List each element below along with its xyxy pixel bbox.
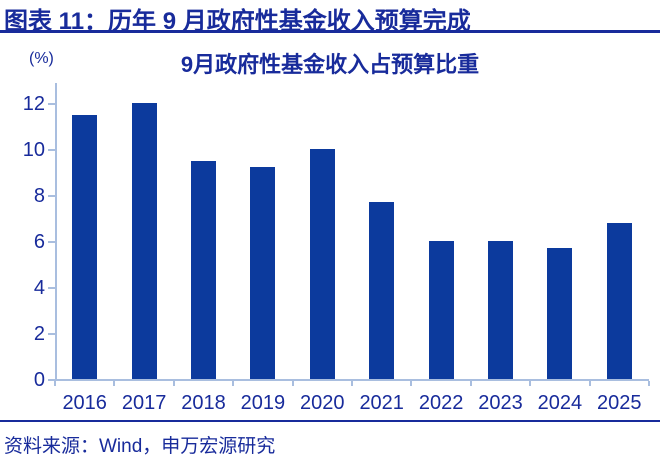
y-tick-mark [48, 241, 55, 243]
y-tick-mark [48, 287, 55, 289]
y-tick-mark [48, 149, 55, 151]
bar [428, 241, 454, 379]
footer-divider [0, 420, 660, 422]
y-tick-mark [48, 379, 55, 381]
x-tick-label: 2017 [121, 392, 167, 414]
y-tick-label: 2 [33, 323, 45, 345]
y-tick-label: 12 [22, 93, 45, 115]
header-divider [0, 30, 660, 33]
x-tick-mark [529, 381, 532, 386]
y-tick-label: 6 [33, 231, 45, 253]
x-tick-mark [232, 381, 235, 386]
bar [309, 149, 335, 379]
x-tick-mark [588, 381, 591, 386]
y-tick-label: 8 [33, 185, 45, 207]
chart-title: 9月政府性基金收入占预算比重 [180, 52, 480, 77]
x-tick-mark [291, 381, 294, 386]
x-tick-mark [410, 381, 413, 386]
x-tick-label: 2022 [418, 392, 464, 414]
x-tick-mark [54, 381, 56, 386]
x-tick-mark [469, 381, 472, 386]
x-tick-label: 2024 [537, 392, 583, 414]
source-note: 资料来源：Wind，申万宏源研究 [4, 436, 276, 457]
y-tick-label: 0 [33, 369, 45, 391]
x-axis-line [55, 379, 649, 381]
x-tick-label: 2020 [300, 392, 345, 414]
bar [547, 247, 573, 379]
bar [191, 160, 216, 379]
bar [369, 201, 395, 379]
bar [606, 222, 632, 379]
y-axis-unit-label: (%) [29, 50, 54, 67]
bar [131, 103, 157, 379]
bar [488, 241, 513, 379]
y-axis-line [55, 83, 57, 379]
x-tick-mark [648, 381, 650, 386]
x-tick-label: 2016 [62, 392, 107, 414]
y-tick-label: 10 [22, 139, 45, 161]
y-tick-mark [48, 103, 55, 105]
bar [72, 114, 98, 379]
x-tick-mark [172, 381, 175, 386]
y-tick-label: 4 [33, 277, 45, 299]
x-tick-label: 2021 [359, 392, 404, 414]
x-tick-label: 2018 [181, 392, 226, 414]
y-tick-mark [48, 333, 55, 335]
x-tick-label: 2023 [478, 392, 523, 414]
x-tick-label: 2019 [240, 392, 286, 414]
plot-area: 0 2 4 6 8 10 12 2016 2017 2018 2019 2020 2021 2022 202… [23, 83, 650, 414]
x-tick-mark [351, 381, 353, 386]
bar [250, 167, 276, 379]
x-tick-label: 2025 [597, 392, 642, 414]
y-tick-mark [48, 195, 55, 197]
x-tick-mark [113, 381, 116, 386]
